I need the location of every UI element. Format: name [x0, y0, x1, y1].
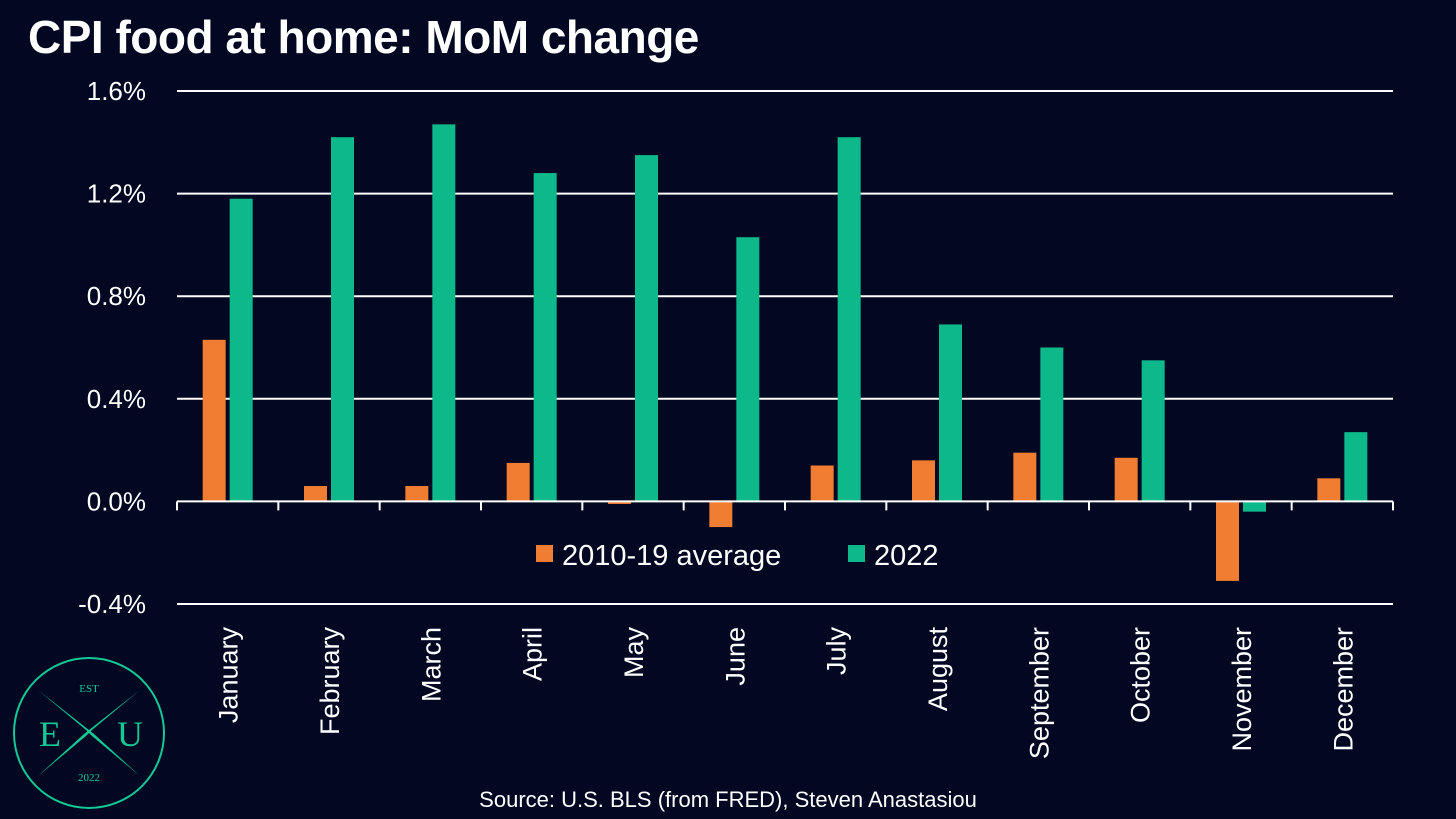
bar-2022-december: [1344, 432, 1368, 502]
y-tick-label: 0.4%: [87, 384, 146, 414]
legend-swatch-2: [848, 545, 865, 562]
legend-swatch-1: [536, 545, 553, 562]
x-tick-label: November: [1227, 627, 1257, 752]
y-axis-tick-labels: -0.4% 0.0% 0.4% 0.8% 1.2% 1.6%: [78, 76, 146, 619]
x-axis-tick-labels: January February March April May June July Augu…: [214, 627, 1359, 760]
bar-avg-june: [709, 501, 733, 528]
bar-2022-october: [1141, 360, 1165, 502]
bar-2022-august: [939, 324, 962, 502]
x-tick-label: December: [1328, 627, 1358, 752]
bars: [202, 124, 1368, 581]
bar-avg-december: [1317, 478, 1341, 502]
x-tick-label: August: [923, 627, 953, 712]
bar-avg-september: [1013, 452, 1037, 502]
y-tick-label: 0.8%: [87, 281, 146, 311]
bar-avg-may: [608, 501, 631, 504]
x-tick-label: February: [315, 627, 345, 736]
bar-2022-november: [1243, 501, 1266, 512]
x-tick-label: July: [822, 627, 852, 676]
logo-sword-2: [38, 690, 140, 776]
bar-avg-january: [202, 339, 226, 502]
bar-avg-march: [405, 486, 429, 502]
chart-title: CPI food at home: MoM change: [28, 11, 699, 63]
logo-bottom-text: 2022: [78, 772, 100, 784]
bar-2022-september: [1040, 347, 1064, 502]
bar-2022-may: [635, 155, 658, 502]
logo-top-text: EST: [79, 683, 99, 695]
x-tick-label: October: [1126, 627, 1156, 723]
legend-label-1: 2010-19 average: [562, 540, 781, 572]
source-note: Source: U.S. BLS (from FRED), Steven Ana…: [479, 787, 977, 812]
bar-2022-february: [331, 137, 354, 502]
x-tick-label: September: [1024, 627, 1054, 759]
legend-label-2: 2022: [874, 540, 939, 572]
x-tick-label: April: [518, 627, 548, 681]
bar-2022-january: [229, 198, 253, 502]
bar-avg-february: [304, 486, 327, 502]
x-tick-label: June: [720, 627, 750, 686]
logo-right-letter: U: [117, 714, 143, 754]
exu-logo: EST E U 2022: [13, 657, 165, 809]
x-tick-label: January: [214, 627, 244, 724]
bar-2022-june: [736, 237, 760, 502]
bar-avg-july: [810, 465, 834, 502]
bar-2022-march: [432, 124, 456, 502]
bar-avg-october: [1114, 457, 1138, 502]
y-tick-label: 1.6%: [87, 76, 146, 106]
y-tick-label: 1.2%: [87, 179, 146, 209]
x-tick-label: May: [619, 627, 649, 679]
bar-avg-april: [506, 462, 530, 502]
gridlines: [177, 90, 1393, 605]
bar-2022-july: [837, 137, 861, 502]
legend: 2010-19 average 2022: [536, 540, 939, 572]
y-tick-label: -0.4%: [78, 589, 146, 619]
x-tick-label: March: [416, 627, 446, 702]
y-tick-label: 0.0%: [87, 486, 146, 516]
bar-avg-august: [912, 460, 935, 502]
logo-ring: [13, 657, 165, 809]
logo-left-letter: E: [39, 714, 61, 754]
bar-avg-november: [1216, 501, 1239, 581]
bar-2022-april: [533, 173, 557, 502]
x-axis: [176, 500, 1394, 511]
